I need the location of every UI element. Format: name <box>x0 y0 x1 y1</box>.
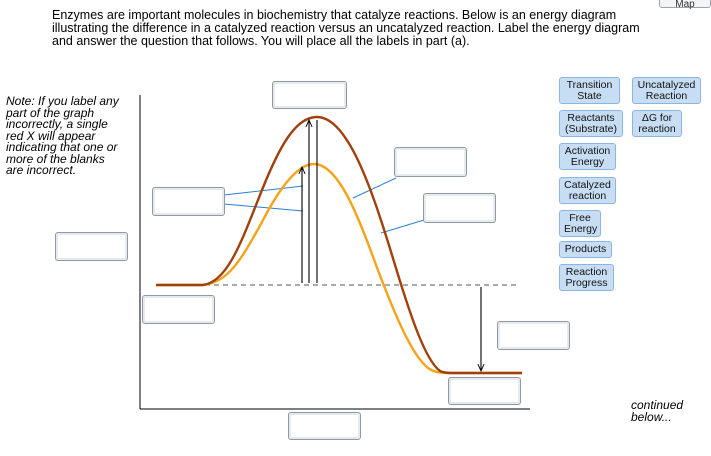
blank-curve-lower-right[interactable] <box>423 193 496 223</box>
blank-curve-upper-right[interactable] <box>394 147 467 177</box>
continued-line-2: below... <box>631 410 672 424</box>
instructions-line-1: Enzymes are important molecules in bioch… <box>52 8 617 22</box>
label-chip-catalyzed-reaction[interactable]: Catalyzed reaction <box>559 177 616 204</box>
blank-products[interactable] <box>448 377 521 405</box>
note-line-1: Note: If you label any <box>6 94 119 108</box>
blank-x-axis[interactable] <box>288 412 361 440</box>
blank-y-axis[interactable] <box>55 232 128 261</box>
leader-line <box>223 203 304 212</box>
instructions-text: Enzymes are important molecules in bioch… <box>52 9 702 48</box>
leader-line <box>352 177 397 199</box>
note-line-3: incorrectly, a single <box>6 117 108 131</box>
blank-reactants[interactable] <box>142 295 215 324</box>
label-chip-reactants[interactable]: Reactants (Substrate) <box>559 110 623 137</box>
note-line-4: red X will appear <box>6 128 96 143</box>
continued-below-text: continued below... <box>631 399 711 423</box>
leader-line <box>223 185 304 196</box>
label-chip-products[interactable]: Products <box>559 241 612 258</box>
instructions-line-2: illustrating the difference in a catalyz… <box>52 21 640 35</box>
label-chip-transition-state[interactable]: Transition State <box>559 77 620 104</box>
note-line-7: are incorrect. <box>6 163 77 177</box>
note-line-2: part of the graph <box>6 105 95 120</box>
label-chip-free-energy[interactable]: Free Energy <box>559 210 601 237</box>
leader-line <box>380 219 425 234</box>
continued-line-1: continued <box>631 398 684 412</box>
instructions-line-3: and answer the question that follows. Yo… <box>52 34 470 48</box>
label-chip-activation-energy[interactable]: Activation Energy <box>559 143 616 170</box>
note-line-6: more of the blanks <box>6 151 105 166</box>
note-line-5: indicating that one or <box>6 140 118 154</box>
blank-transition-state[interactable] <box>272 81 347 109</box>
catalyzed-curve <box>156 162 522 375</box>
uncatalyzed-curve <box>156 115 522 375</box>
note-text: Note: If you label any part of the graph… <box>6 94 134 177</box>
blank-delta-g[interactable] <box>497 321 570 350</box>
label-chip-uncatalyzed-reaction[interactable]: Uncatalyzed Reaction <box>632 77 701 104</box>
label-chip-reaction-progress[interactable]: Reaction Progress <box>559 264 614 291</box>
label-chip-delta-g[interactable]: ΔG for reaction <box>632 110 682 137</box>
blank-curve-left[interactable] <box>152 187 225 216</box>
